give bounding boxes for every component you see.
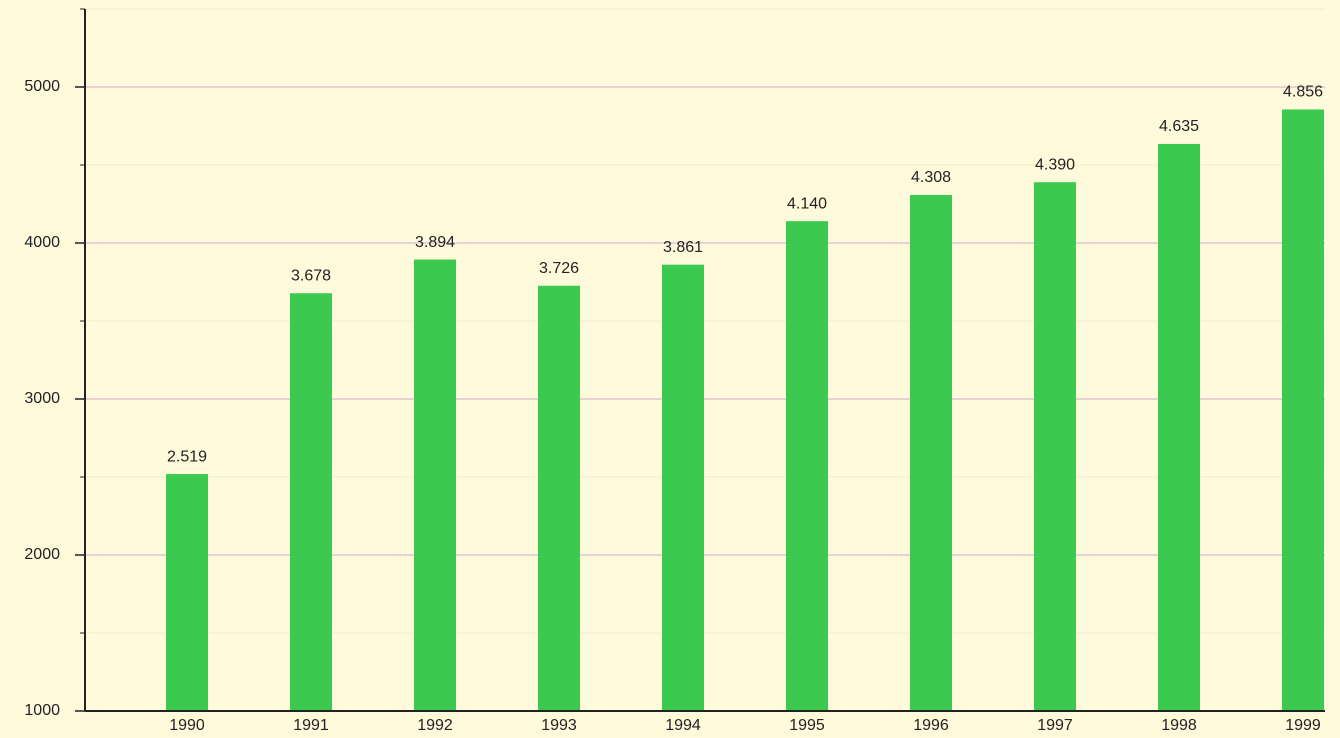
x-tick-label: 1991 (293, 717, 329, 734)
value-label: 2.519 (167, 448, 207, 465)
bar (1034, 182, 1076, 711)
bar (786, 221, 828, 711)
y-tick-label: 5000 (24, 78, 60, 95)
x-tick-label: 1997 (1037, 717, 1073, 734)
x-tick-label: 1990 (169, 717, 205, 734)
x-tick-label: 1996 (913, 717, 949, 734)
y-tick-label: 4000 (24, 234, 60, 251)
bar (166, 474, 208, 711)
value-label: 3.894 (415, 234, 455, 251)
bar (1282, 109, 1324, 712)
y-tick-label: 3000 (24, 390, 60, 407)
value-label: 4.140 (787, 195, 827, 212)
bar (290, 293, 332, 711)
value-label: 3.726 (539, 260, 579, 277)
x-tick-label: 1992 (417, 717, 453, 734)
bar (1158, 143, 1200, 711)
y-tick-label: 2000 (24, 546, 60, 563)
bar (538, 285, 580, 711)
bar (414, 259, 456, 711)
bar (910, 194, 952, 711)
x-tick-label: 1998 (1161, 717, 1197, 734)
x-tick-label: 1994 (665, 717, 701, 734)
y-tick-label: 1000 (24, 702, 60, 719)
value-label: 3.861 (663, 239, 703, 256)
bar (662, 264, 704, 711)
value-label: 4.856 (1283, 84, 1323, 101)
value-label: 4.390 (1035, 156, 1075, 173)
x-tick-label: 1999 (1285, 717, 1321, 734)
x-tick-label: 1993 (541, 717, 577, 734)
value-label: 4.308 (911, 169, 951, 186)
value-label: 3.678 (291, 267, 331, 284)
x-tick-label: 1995 (789, 717, 825, 734)
value-label: 4.635 (1159, 118, 1199, 135)
